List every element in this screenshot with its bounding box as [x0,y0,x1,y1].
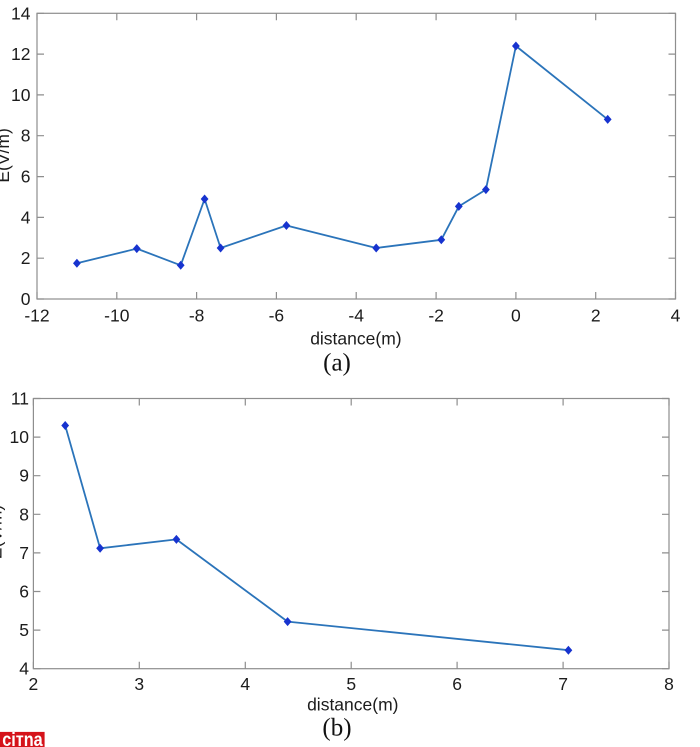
svg-text:0: 0 [21,289,31,309]
svg-text:-6: -6 [269,306,285,326]
svg-text:6: 6 [21,167,31,187]
svg-text:-12: -12 [24,306,49,326]
svg-text:-4: -4 [348,306,364,326]
svg-text:5: 5 [19,620,29,640]
svg-text:8: 8 [664,674,674,694]
svg-text:5: 5 [346,674,356,694]
svg-text:0: 0 [511,306,521,326]
svg-text:4: 4 [671,306,681,326]
svg-text:distance(m): distance(m) [307,694,398,714]
svg-text:E(V/m): E(V/m) [0,128,13,182]
svg-text:7: 7 [558,674,568,694]
svg-text:2: 2 [591,306,601,326]
svg-text:(b): (b) [322,715,351,742]
svg-text:9: 9 [19,466,29,486]
svg-text:2: 2 [29,674,39,694]
svg-text:10: 10 [10,427,30,447]
svg-text:12: 12 [11,44,30,64]
svg-text:ciтna: ciтna [2,730,43,747]
svg-text:11: 11 [11,389,29,409]
svg-text:14: 14 [11,3,31,23]
svg-text:2: 2 [21,248,31,268]
svg-text:10: 10 [11,85,31,105]
svg-text:4: 4 [21,207,31,227]
svg-text:4: 4 [240,674,250,694]
svg-text:distance(m): distance(m) [310,329,401,349]
svg-text:3: 3 [134,674,144,694]
svg-text:7: 7 [19,543,29,563]
svg-text:4: 4 [19,659,29,679]
svg-text:6: 6 [19,582,29,602]
svg-text:-10: -10 [104,306,130,326]
svg-text:8: 8 [21,126,31,146]
svg-text:6: 6 [452,674,462,694]
svg-text:-2: -2 [428,306,444,326]
svg-text:8: 8 [19,504,29,524]
svg-text:-8: -8 [189,306,205,326]
svg-text:(a): (a) [323,350,351,377]
svg-text:E(V/m): E(V/m) [0,505,6,559]
